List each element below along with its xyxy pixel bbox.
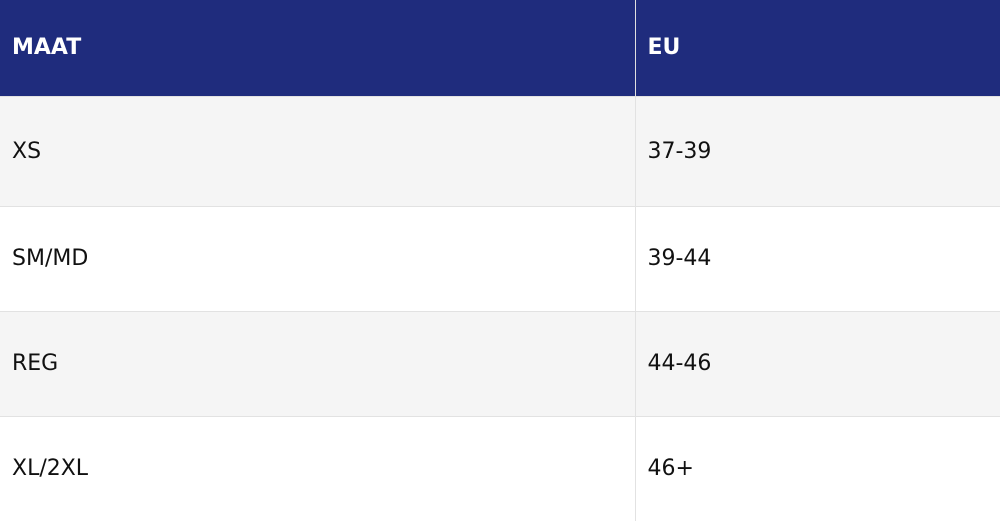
table-cell: 44-46 bbox=[634, 310, 1000, 416]
table-cell: XS bbox=[0, 95, 635, 206]
table-body: XS 37-39 SM/MD 39-44 REG 44-46 XL/2XL 46+ bbox=[0, 95, 1000, 521]
table-cell: REG bbox=[0, 310, 635, 416]
table-cell: XL/2XL bbox=[0, 415, 635, 521]
table-cell: 39-44 bbox=[634, 205, 1000, 311]
header-row: MAAT EU bbox=[0, 0, 1000, 96]
table-row: SM/MD 39-44 bbox=[0, 205, 1000, 311]
table-row: REG 44-46 bbox=[0, 310, 1000, 416]
table-row: XS 37-39 bbox=[0, 95, 1000, 206]
header-cell: MAAT bbox=[0, 0, 635, 96]
table-cell: 37-39 bbox=[634, 95, 1000, 206]
table-row: XL/2XL 46+ bbox=[0, 415, 1000, 521]
header-cell: EU bbox=[634, 0, 1000, 96]
table-cell: 46+ bbox=[634, 415, 1000, 521]
table-cell: SM/MD bbox=[0, 205, 635, 311]
